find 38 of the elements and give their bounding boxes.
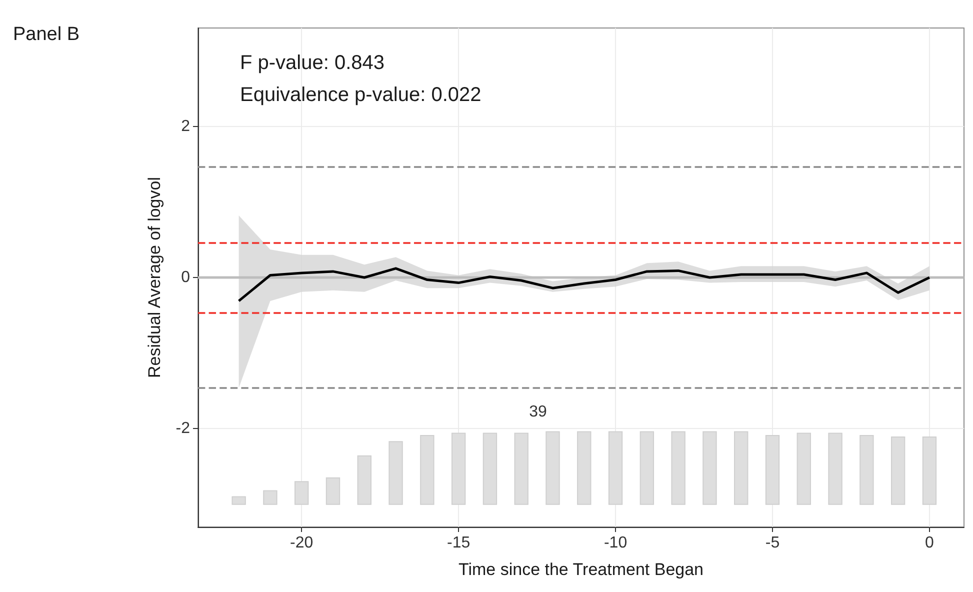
y-tick-label: -2	[176, 420, 190, 438]
bar	[734, 431, 748, 505]
bar	[232, 496, 246, 505]
bar	[388, 441, 403, 505]
annotation: F p-value: 0.843	[240, 52, 385, 74]
x-tick-label: -10	[604, 534, 628, 552]
bar	[577, 431, 592, 505]
y-axis-title: Residual Average of logvol	[145, 177, 164, 378]
bar	[765, 435, 780, 505]
chart-title: Panel B	[13, 24, 80, 45]
bar	[796, 432, 811, 505]
bar	[451, 432, 466, 505]
bar	[420, 435, 434, 505]
annotation: Equivalence p-value: 0.022	[240, 84, 482, 106]
x-tick-label: -20	[290, 534, 314, 552]
bar	[860, 435, 874, 505]
bar	[482, 432, 498, 505]
bar	[608, 431, 623, 505]
y-tick-label: 2	[181, 118, 190, 135]
bar	[514, 432, 528, 505]
y-tick-label: 0	[181, 269, 190, 286]
bar	[546, 431, 560, 505]
annotation: 39	[529, 404, 547, 420]
bar	[671, 431, 686, 505]
x-axis-title: Time since the Treatment Began	[458, 560, 704, 579]
bar	[357, 455, 372, 505]
bar	[326, 477, 340, 505]
x-tick-label: 0	[925, 534, 934, 552]
bar	[640, 431, 654, 505]
x-tick-label: -5	[765, 534, 780, 552]
line-series	[238, 267, 931, 302]
bar	[828, 432, 842, 505]
bar	[890, 436, 906, 505]
x-tick-label: -15	[447, 534, 470, 552]
bar	[922, 436, 937, 505]
bar	[263, 490, 278, 505]
bar	[702, 431, 717, 505]
bar	[294, 481, 309, 505]
